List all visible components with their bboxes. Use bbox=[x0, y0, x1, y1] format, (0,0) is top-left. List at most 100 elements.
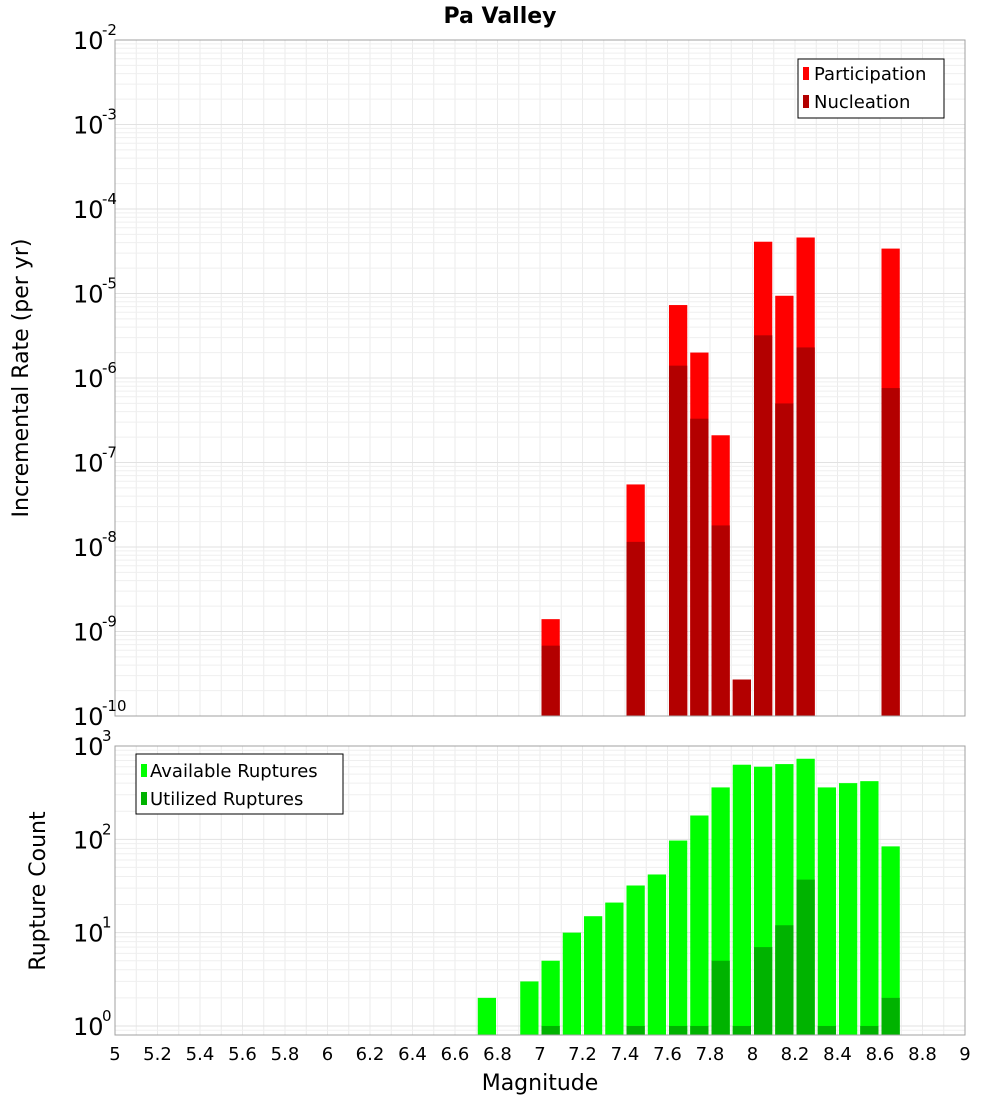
count-bar-utilized-ruptures bbox=[626, 1025, 645, 1035]
x-tick-label: 7.8 bbox=[696, 1044, 725, 1065]
rate-bar-nucleation bbox=[711, 525, 730, 716]
rate-bar-nucleation bbox=[668, 365, 688, 716]
count-bar-utilized-ruptures bbox=[711, 960, 730, 1035]
count-bar-available-ruptures bbox=[477, 997, 497, 1035]
count-bar-available-ruptures bbox=[838, 783, 858, 1035]
x-axis-label: Magnitude bbox=[482, 1071, 599, 1096]
rate-plot-frame bbox=[114, 39, 966, 717]
x-tick-label: 7.4 bbox=[611, 1044, 640, 1065]
participation-legend-label: Participation bbox=[814, 64, 926, 85]
x-tick-label: 8 bbox=[747, 1044, 758, 1065]
rate-y-tick-exponent: -4 bbox=[102, 190, 117, 208]
count-bar-utilized-ruptures bbox=[860, 1025, 879, 1035]
count-bar-utilized-ruptures bbox=[668, 1025, 688, 1035]
rate-bar-nucleation bbox=[881, 388, 900, 716]
rate-bar-nucleation bbox=[796, 347, 815, 716]
count-y-tick: 101 bbox=[73, 914, 112, 948]
count-y-tick-base: 10 bbox=[73, 1013, 104, 1041]
rate-y-tick: 10-4 bbox=[73, 190, 117, 224]
rate-y-tick: 10-7 bbox=[73, 444, 117, 478]
rate-y-tick-base: 10 bbox=[73, 619, 104, 647]
x-tick-label: 8.4 bbox=[823, 1044, 852, 1065]
rate-y-tick-exponent: -10 bbox=[102, 697, 127, 715]
rate-gridlines bbox=[114, 39, 966, 717]
count-bar-available-ruptures bbox=[647, 874, 667, 1035]
rate-y-tick: 10-2 bbox=[73, 21, 117, 55]
available-legend-label: Available Ruptures bbox=[150, 761, 318, 782]
count-bar-available-ruptures bbox=[562, 932, 582, 1035]
rate-bar-nucleation bbox=[690, 418, 709, 716]
x-tick-label: 8.2 bbox=[781, 1044, 810, 1065]
rate-bar-nucleation bbox=[753, 335, 773, 716]
rate-y-tick-base: 10 bbox=[73, 281, 104, 309]
rate-y-tick-base: 10 bbox=[73, 450, 104, 478]
rate-y-tick-base: 10 bbox=[73, 703, 104, 731]
rate-y-tick: 10-8 bbox=[73, 528, 117, 562]
rate-y-tick: 10-9 bbox=[73, 613, 117, 647]
count-y-tick-exponent: 3 bbox=[102, 727, 112, 745]
rate-y-tick-exponent: -5 bbox=[102, 275, 117, 293]
count-bar-available-ruptures bbox=[541, 960, 560, 1035]
count-bar-utilized-ruptures bbox=[881, 997, 900, 1035]
count-bar-utilized-ruptures bbox=[817, 1025, 837, 1035]
rate-bar-nucleation bbox=[541, 645, 560, 716]
participation-legend-swatch bbox=[803, 67, 809, 80]
count-y-tick-exponent: 2 bbox=[102, 820, 112, 838]
rate-y-tick-base: 10 bbox=[73, 534, 104, 562]
rate-y-tick: 10-3 bbox=[73, 106, 117, 140]
count-y-tick-base: 10 bbox=[73, 920, 104, 948]
count-bar-available-ruptures bbox=[668, 840, 688, 1035]
rate-y-tick-base: 10 bbox=[73, 27, 104, 55]
x-tick-label: 5.4 bbox=[186, 1044, 215, 1065]
x-tick-label: 6.6 bbox=[441, 1044, 470, 1065]
rate-y-tick-base: 10 bbox=[73, 196, 104, 224]
x-tick-label: 5 bbox=[109, 1044, 120, 1065]
count-y-tick: 102 bbox=[73, 820, 112, 854]
count-plot-frame bbox=[114, 745, 966, 1036]
count-bar-utilized-ruptures bbox=[753, 947, 773, 1035]
nucleation-legend-label: Nucleation bbox=[814, 92, 910, 113]
count-y-tick-exponent: 0 bbox=[102, 1007, 112, 1025]
count-bar-utilized-ruptures bbox=[541, 1025, 560, 1035]
rate-y-tick-exponent: -9 bbox=[102, 613, 117, 631]
count-y-axis-label: Rupture Count bbox=[26, 811, 51, 971]
count-bar-available-ruptures bbox=[881, 846, 900, 1035]
count-bar-available-ruptures bbox=[583, 916, 603, 1035]
rate-legend-box bbox=[797, 58, 945, 119]
x-tick-label: 6.8 bbox=[483, 1044, 512, 1065]
rate-y-tick-exponent: -8 bbox=[102, 528, 117, 546]
count-bar-available-ruptures bbox=[626, 885, 645, 1035]
rate-y-tick-exponent: -2 bbox=[102, 21, 117, 39]
count-bar-utilized-ruptures bbox=[690, 1025, 709, 1035]
rate-y-tick-exponent: -7 bbox=[102, 444, 117, 462]
count-legend: Available Ruptures Utilized Ruptures bbox=[135, 753, 344, 815]
count-y-tick-exponent: 1 bbox=[102, 914, 112, 932]
rate-y-tick-base: 10 bbox=[73, 365, 104, 393]
rate-y-tick: 10-6 bbox=[73, 359, 117, 393]
rate-y-tick-exponent: -6 bbox=[102, 359, 117, 377]
x-tick-label: 9 bbox=[959, 1044, 970, 1065]
x-tick-label: 5.2 bbox=[143, 1044, 172, 1065]
x-tick-label: 6.2 bbox=[356, 1044, 385, 1065]
rate-y-tick: 10-5 bbox=[73, 275, 117, 309]
x-tick-label: 6.4 bbox=[398, 1044, 427, 1065]
utilized-legend-swatch bbox=[141, 792, 147, 805]
count-bar-utilized-ruptures bbox=[775, 925, 794, 1035]
count-bars bbox=[477, 758, 900, 1035]
rate-y-tick-exponent: -3 bbox=[102, 106, 117, 124]
count-bar-utilized-ruptures bbox=[732, 1025, 752, 1035]
rate-y-tick-base: 10 bbox=[73, 112, 104, 140]
x-tick-label: 8.6 bbox=[866, 1044, 895, 1065]
count-bar-available-ruptures bbox=[732, 764, 752, 1035]
x-tick-labels: 5 5.2 5.4 5.6 5.8 6 6.2 6.4 6.6 6.8 7 7.2 7.4 7.6 7.8 8… bbox=[109, 1044, 970, 1065]
count-legend-box bbox=[135, 753, 344, 815]
rate-bar-nucleation bbox=[775, 403, 794, 716]
rate-bar-nucleation bbox=[732, 679, 752, 716]
count-y-tick: 103 bbox=[73, 727, 112, 761]
nucleation-legend-swatch bbox=[803, 95, 809, 108]
available-legend-swatch bbox=[141, 764, 147, 777]
